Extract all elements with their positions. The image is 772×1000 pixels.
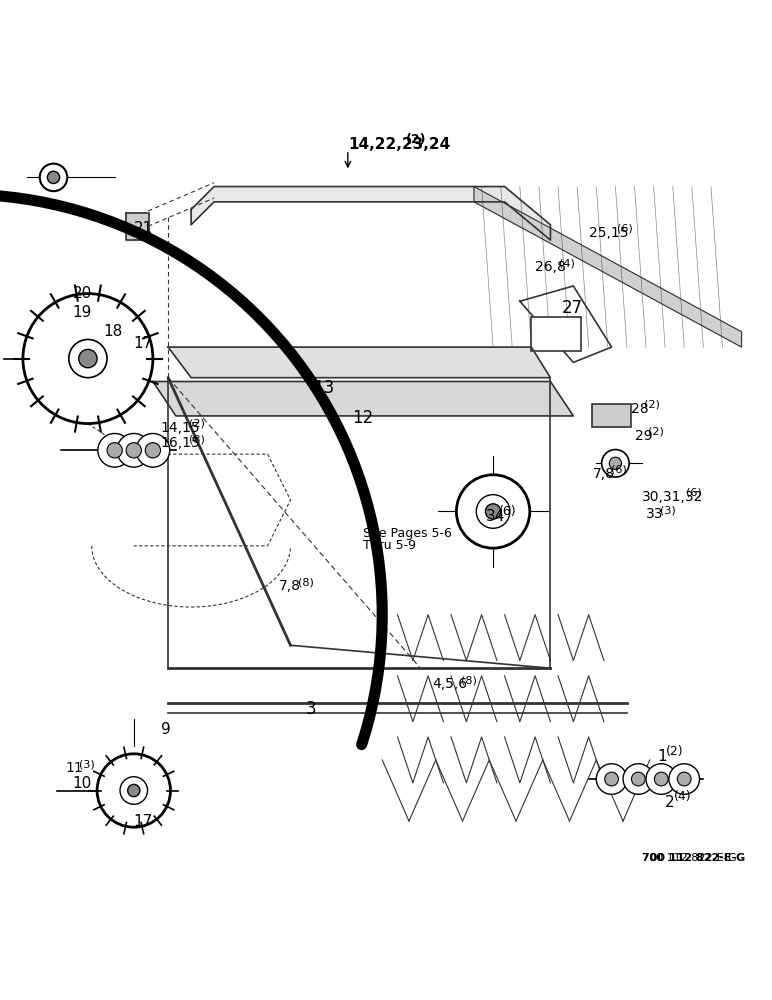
Circle shape xyxy=(98,433,131,467)
Text: 14,15: 14,15 xyxy=(161,421,200,435)
Text: 26,8: 26,8 xyxy=(535,260,566,274)
Circle shape xyxy=(486,504,501,519)
Text: (6): (6) xyxy=(618,224,633,234)
Text: 20: 20 xyxy=(73,286,92,301)
Circle shape xyxy=(476,495,510,528)
Text: (3): (3) xyxy=(660,505,676,515)
Circle shape xyxy=(646,764,676,794)
Text: 27: 27 xyxy=(562,299,583,317)
Text: 2: 2 xyxy=(665,795,675,810)
Text: 17: 17 xyxy=(134,814,153,829)
Text: 19: 19 xyxy=(73,305,92,320)
Text: 7,8: 7,8 xyxy=(592,467,615,481)
Circle shape xyxy=(456,475,530,548)
Circle shape xyxy=(655,772,668,786)
Text: 34: 34 xyxy=(486,509,505,524)
Circle shape xyxy=(623,764,654,794)
Circle shape xyxy=(47,171,59,184)
Text: 10: 10 xyxy=(73,776,92,791)
Text: (8): (8) xyxy=(461,675,476,685)
Bar xyxy=(592,404,631,427)
Text: (8): (8) xyxy=(189,434,205,444)
Bar xyxy=(531,317,581,351)
Text: Thru 5-9: Thru 5-9 xyxy=(363,539,416,552)
Text: 11: 11 xyxy=(65,761,83,775)
Text: 13: 13 xyxy=(313,379,335,397)
Circle shape xyxy=(136,433,170,467)
Circle shape xyxy=(669,764,699,794)
Text: 3: 3 xyxy=(306,700,317,718)
Circle shape xyxy=(604,772,618,786)
Text: (4): (4) xyxy=(674,790,692,803)
Circle shape xyxy=(120,777,147,804)
Polygon shape xyxy=(153,382,574,416)
Text: (2): (2) xyxy=(648,427,664,437)
Text: See Pages 5-6: See Pages 5-6 xyxy=(363,527,452,540)
Text: (2): (2) xyxy=(189,419,205,429)
Circle shape xyxy=(127,784,140,797)
Text: 16,15: 16,15 xyxy=(161,436,200,450)
Circle shape xyxy=(107,443,122,458)
Text: 9: 9 xyxy=(161,722,171,737)
Circle shape xyxy=(39,164,67,191)
Circle shape xyxy=(97,754,171,827)
Circle shape xyxy=(69,339,107,378)
Circle shape xyxy=(23,294,153,424)
Text: 14,22,23,24: 14,22,23,24 xyxy=(348,137,450,152)
Text: 700 112 822-E-G: 700 112 822-E-G xyxy=(642,853,736,863)
Text: (2): (2) xyxy=(666,745,684,758)
Circle shape xyxy=(117,433,151,467)
Text: 7,8: 7,8 xyxy=(279,579,301,593)
Text: 30,31,32: 30,31,32 xyxy=(642,490,703,504)
Text: 700 112 822-E-G: 700 112 822-E-G xyxy=(642,853,746,863)
Text: (6): (6) xyxy=(499,505,516,518)
Text: 29: 29 xyxy=(635,429,652,443)
Text: 17: 17 xyxy=(134,336,153,351)
Polygon shape xyxy=(474,187,742,347)
Polygon shape xyxy=(168,347,550,378)
Text: (8): (8) xyxy=(298,577,313,587)
Circle shape xyxy=(631,772,645,786)
Text: (2): (2) xyxy=(645,400,660,410)
Circle shape xyxy=(126,443,141,458)
Text: 4,5,6: 4,5,6 xyxy=(432,677,467,691)
Circle shape xyxy=(79,349,97,368)
Text: (3): (3) xyxy=(79,759,94,769)
Text: 21: 21 xyxy=(134,221,153,236)
Text: 25,15: 25,15 xyxy=(588,226,628,240)
Circle shape xyxy=(677,772,691,786)
Polygon shape xyxy=(126,213,149,240)
Text: (2): (2) xyxy=(406,133,427,146)
Text: 28: 28 xyxy=(631,402,648,416)
Text: 12: 12 xyxy=(352,409,373,427)
Circle shape xyxy=(145,443,161,458)
Text: (6): (6) xyxy=(611,465,627,475)
Circle shape xyxy=(596,764,627,794)
Text: 18: 18 xyxy=(103,324,123,339)
Circle shape xyxy=(601,450,629,477)
Circle shape xyxy=(609,457,621,469)
Text: 33: 33 xyxy=(646,507,663,521)
Polygon shape xyxy=(191,187,550,240)
Text: (6): (6) xyxy=(686,488,702,498)
Text: (4): (4) xyxy=(559,258,574,268)
Text: 1: 1 xyxy=(658,749,667,764)
